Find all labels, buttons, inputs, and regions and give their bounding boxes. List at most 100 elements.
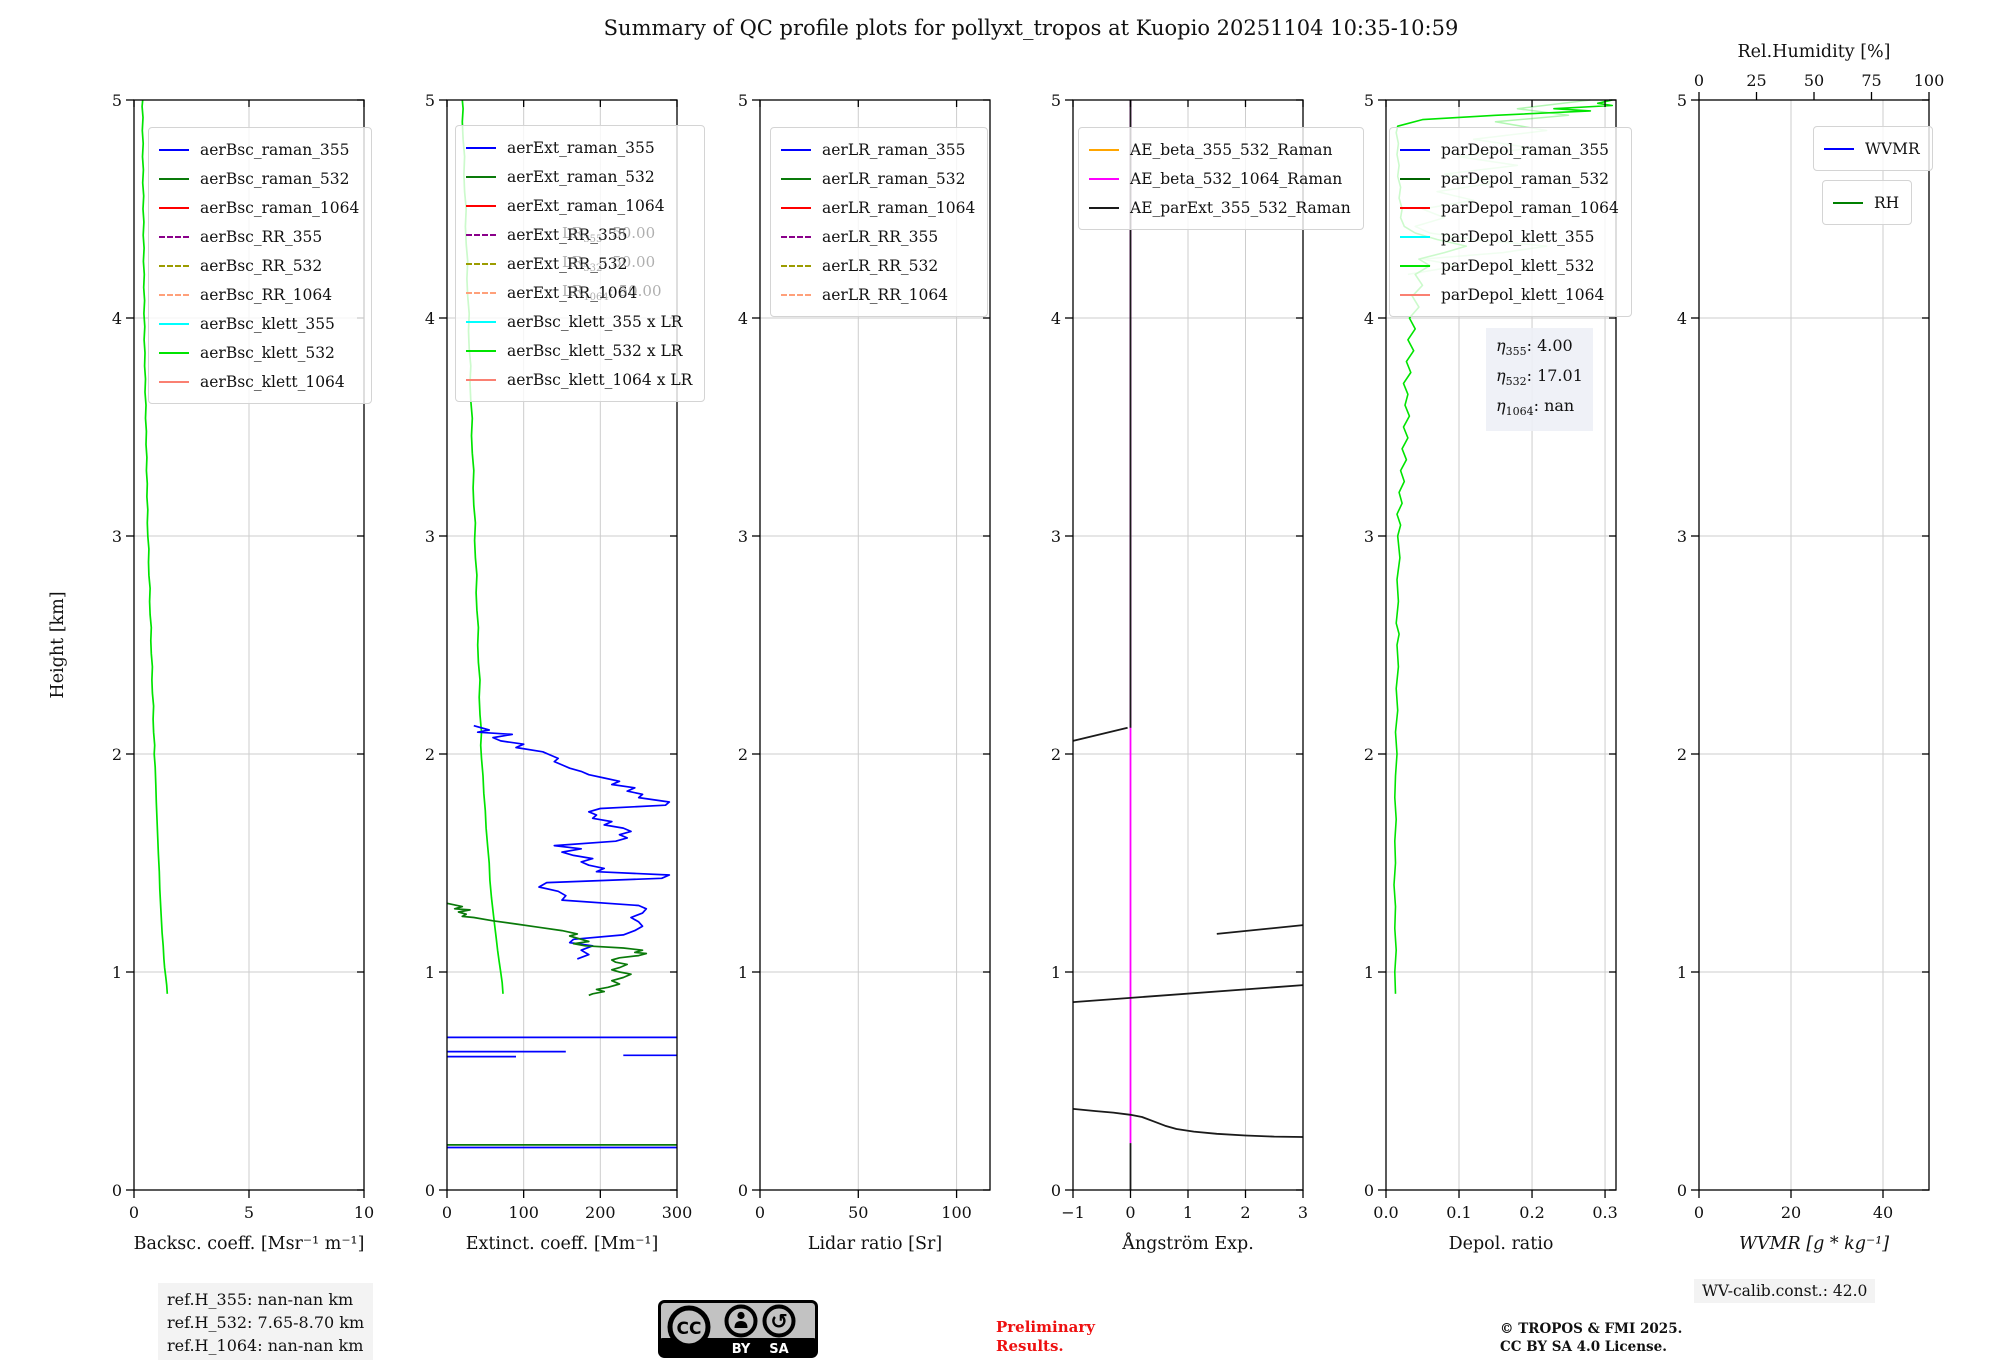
y-tick-label: 2	[1051, 745, 1061, 764]
legend-aerBsc_raman_355: aerBsc_raman_355	[159, 135, 359, 164]
series-AE_parExt_curve_low	[1072, 1108, 1304, 1138]
y-tick-label: 1	[425, 963, 435, 982]
parDepol_klett_532-swatch	[1400, 264, 1430, 267]
x-tick-label: 0.0	[1373, 1203, 1398, 1222]
eta-calibration-note: η355: 4.00 η532: 17.01 η1064: nan	[1486, 328, 1593, 431]
parDepol_klett_355-swatch	[1400, 235, 1430, 238]
legend-aerBsc_RR_355: aerBsc_RR_355	[159, 222, 359, 251]
copyright-note: © TROPOS & FMI 2025. CC BY SA 4.0 Licens…	[1500, 1321, 1683, 1355]
legend-aerBsc_klett_355: aerBsc_klett_355	[159, 309, 359, 338]
y-tick-label: 0	[738, 1181, 748, 1200]
legend-aerLR_RR_532: aerLR_RR_532	[781, 251, 975, 280]
aerBsc_klett_355 x LR-swatch	[466, 320, 496, 323]
y-tick-label: 2	[112, 745, 122, 764]
xlabel-depol: Depol. ratio	[1448, 1234, 1554, 1254]
x-tick-label: 0.3	[1592, 1203, 1617, 1222]
series-aerBsc_klett_532	[141, 99, 169, 994]
legend-label: aerExt_raman_532	[507, 167, 655, 186]
y-tick-label: 0	[112, 1181, 122, 1200]
legend-aerExt_raman_532: aerExt_raman_532	[466, 162, 692, 191]
legend-label: parDepol_klett_1064	[1441, 285, 1605, 304]
legend-parDepol_raman_355: parDepol_raman_355	[1400, 135, 1619, 164]
legend-label: parDepol_raman_355	[1441, 140, 1610, 159]
aerBsc_klett_532-swatch	[159, 351, 189, 354]
aerExt_RR_532-swatch	[466, 262, 496, 265]
aerExt_raman_532-swatch	[466, 175, 496, 178]
parDepol_raman_532-swatch	[1400, 177, 1430, 180]
y-tick-label: 0	[1364, 1181, 1374, 1200]
y-tick-label: 2	[425, 745, 435, 764]
y-tick-label: 1	[1364, 963, 1374, 982]
legend-label: aerLR_raman_1064	[822, 198, 976, 217]
legend-label: WVMR	[1865, 139, 1920, 158]
AE_parExt_355_532_Raman-swatch	[1089, 206, 1119, 209]
aerBsc_RR_532-swatch	[159, 264, 189, 267]
x-tick-label: 0.1	[1446, 1203, 1471, 1222]
cc-sa-label: SA	[769, 1342, 788, 1357]
y-tick-label: 5	[1677, 91, 1687, 110]
legend-aerBsc_klett_355 x LR: aerBsc_klett_355 x LR	[466, 307, 692, 336]
x-tick-label: 40	[1873, 1203, 1893, 1222]
parDepol_raman_355-swatch	[1400, 148, 1430, 151]
legend-aerExt_RR_532: aerExt_RR_532	[466, 249, 692, 278]
x-tick-label: 0	[1694, 1203, 1704, 1222]
legend-aerBsc_klett_532: aerBsc_klett_532	[159, 338, 359, 367]
y-tick-label: 2	[738, 745, 748, 764]
series-AE_parExt_seg_2km	[1072, 726, 1128, 742]
legend-aerLR_RR_1064: aerLR_RR_1064	[781, 280, 975, 309]
aerBsc_raman_1064-swatch	[159, 206, 189, 209]
x-tick-label: 2	[1240, 1203, 1250, 1222]
xlabel-wvmr: WVMR [g * kg⁻¹]	[1738, 1234, 1890, 1254]
legend-label: aerBsc_RR_1064	[200, 285, 333, 304]
aerBsc_klett_1064 x LR-swatch	[466, 378, 496, 381]
y-tick-label: 3	[1364, 527, 1374, 546]
AE_beta_532_1064_Raman-swatch	[1089, 177, 1119, 180]
legend-aerBsc_RR_532: aerBsc_RR_532	[159, 251, 359, 280]
aerBsc_klett_1064-swatch	[159, 380, 189, 383]
legend-label: AE_beta_532_1064_Raman	[1130, 169, 1343, 188]
y-tick-label: 3	[425, 527, 435, 546]
legend-label: aerBsc_klett_1064	[200, 372, 345, 391]
y-tick-label: 5	[738, 91, 748, 110]
y-tick-label: 0	[1677, 1181, 1687, 1200]
sa-arrow-icon: ↺	[770, 1310, 788, 1334]
legend-label: aerLR_RR_532	[822, 256, 939, 275]
legend-label: aerExt_raman_355	[507, 138, 655, 157]
legend-aerExt_RR_1064: aerExt_RR_1064	[466, 278, 692, 307]
RH-swatch	[1833, 201, 1863, 204]
y-tick-label: 3	[1677, 527, 1687, 546]
y-tick-label: 3	[112, 527, 122, 546]
y-tick-label: 5	[1051, 91, 1061, 110]
legend-AE_beta_532_1064_Raman: AE_beta_532_1064_Raman	[1089, 164, 1351, 193]
legend-aerBsc_RR_1064: aerBsc_RR_1064	[159, 280, 359, 309]
WVMR-swatch	[1824, 147, 1854, 150]
y-tick-label: 2	[1364, 745, 1374, 764]
page-title: Summary of QC profile plots for pollyxt_…	[603, 16, 1459, 40]
annotation-row: η532: 17.01	[1496, 366, 1583, 389]
legend-label: AE_parExt_355_532_Raman	[1130, 198, 1351, 217]
top-tick-label: 25	[1746, 71, 1766, 90]
legend-aerBsc_klett_532 x LR: aerBsc_klett_532 x LR	[466, 336, 692, 365]
x-tick-label: 0	[1125, 1203, 1135, 1222]
legend-WVMR: WVMR	[1824, 134, 1920, 163]
legend-label: parDepol_raman_1064	[1441, 198, 1619, 217]
x-tick-label: 0	[755, 1203, 765, 1222]
legend-label: aerBsc_klett_532	[200, 343, 335, 362]
rel-humidity-axis-label: Rel.Humidity [%]	[1737, 42, 1891, 62]
aerExt_raman_1064-swatch	[466, 204, 496, 207]
annotation-row: η1064: nan	[1496, 396, 1575, 419]
legend-AE_parExt_355_532_Raman: AE_parExt_355_532_Raman	[1089, 193, 1351, 222]
x-tick-label: 200	[585, 1203, 616, 1222]
height-axis-label: Height [km]	[48, 591, 68, 699]
legend-wvmr: WVMR	[1813, 126, 1933, 171]
y-tick-label: 3	[1051, 527, 1061, 546]
aerBsc_klett_532 x LR-swatch	[466, 349, 496, 352]
x-tick-label: 0	[129, 1203, 139, 1222]
aerBsc_klett_355-swatch	[159, 322, 189, 325]
legend-label: aerBsc_raman_1064	[200, 198, 360, 217]
legend-label: aerExt_RR_1064	[507, 283, 638, 302]
ref-h-355: ref.H_355: nan-nan km	[167, 1290, 354, 1309]
y-tick-label: 3	[738, 527, 748, 546]
legend-aerLR_raman_1064: aerLR_raman_1064	[781, 193, 975, 222]
